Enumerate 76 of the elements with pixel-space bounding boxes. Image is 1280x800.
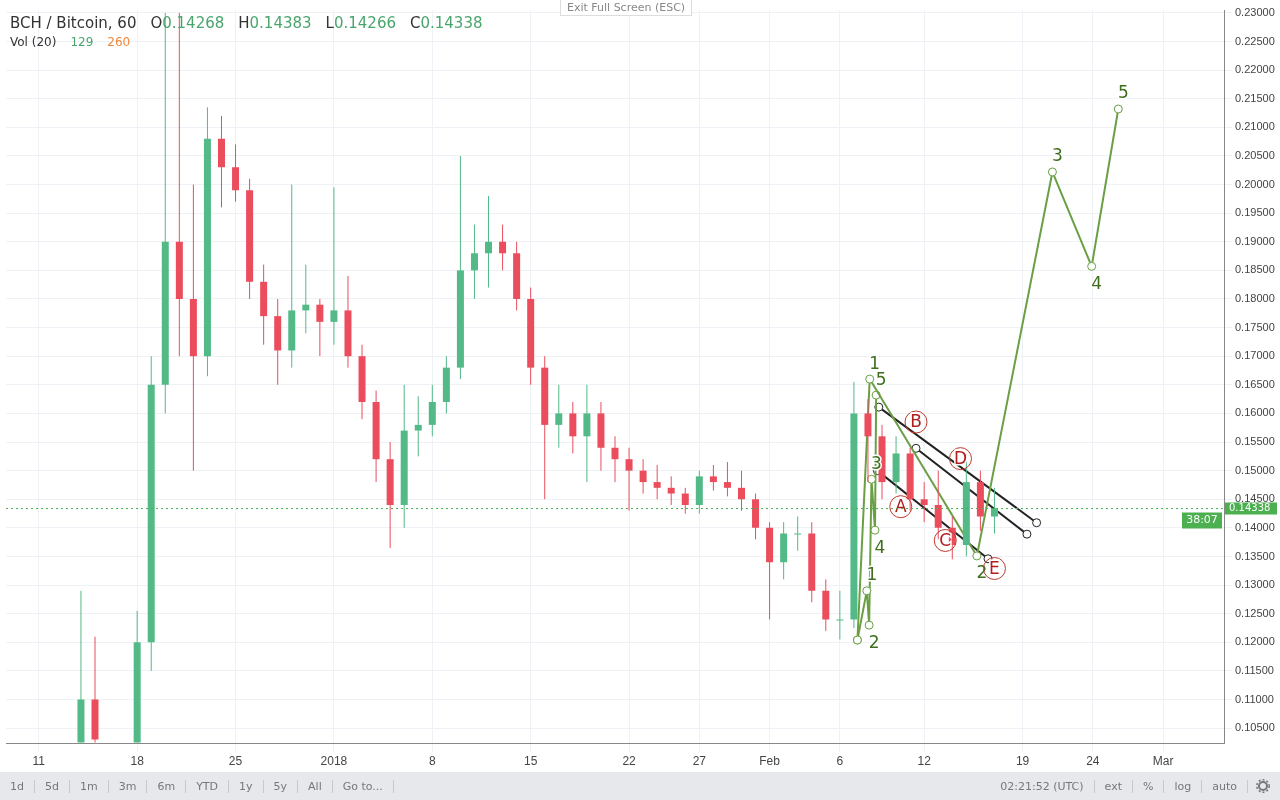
y-tick-label: 0.17500 — [1235, 320, 1275, 333]
text: YTD — [186, 779, 230, 793]
x-tick-label: 6 — [836, 754, 844, 769]
y-tick-label: 0.10500 — [1235, 721, 1275, 734]
x-tick-label: 11 — [32, 754, 46, 769]
y-tick-label: 0.17000 — [1235, 349, 1275, 362]
annotation: Vol (20) — [10, 35, 57, 49]
annotation: 129 — [70, 35, 94, 49]
y-tick-label: 0.14000 — [1235, 520, 1275, 533]
text: 5y — [263, 779, 299, 793]
annotation: E — [989, 557, 1000, 578]
y-tick-label: 0.15000 — [1235, 463, 1275, 476]
text: ext — [1094, 779, 1133, 793]
annotation: 4 — [1091, 272, 1103, 293]
text: 6m — [147, 779, 187, 793]
x-tick-label: 19 — [1015, 754, 1030, 769]
y-tick-label: 0.16500 — [1235, 377, 1275, 390]
annotation: L0.14266 — [325, 14, 396, 32]
annotation: Exit Full Screen (ESC) — [560, 0, 693, 16]
annotation: 38:07 — [1186, 513, 1218, 527]
text: 5d — [34, 779, 70, 793]
y-tick-label: 0.15500 — [1235, 435, 1275, 448]
text: 1y — [229, 779, 264, 793]
ref-line-label: 0.14338 — [1229, 502, 1271, 514]
text: % — [1133, 779, 1165, 793]
text: 1m — [69, 779, 109, 793]
x-tick-label: 24 — [1086, 754, 1100, 769]
y-tick-label: 0.22500 — [1235, 34, 1275, 47]
x-tick-label: 2018 — [320, 754, 348, 769]
y-tick-label: 0.16000 — [1235, 406, 1275, 419]
annotation: 3 — [1052, 145, 1063, 166]
y-tick-label: 0.21500 — [1235, 91, 1275, 104]
text: Go to... — [332, 779, 394, 793]
annotation: H0.14383 — [238, 14, 312, 32]
x-tick-label: 25 — [228, 754, 243, 769]
annotation: 5 — [1117, 82, 1129, 103]
y-tick-label: 0.13000 — [1235, 578, 1275, 591]
annotation: B — [910, 411, 922, 432]
y-tick-label: 0.12500 — [1235, 606, 1275, 619]
y-tick-label: 0.22000 — [1235, 63, 1275, 76]
text: 3m — [108, 779, 148, 793]
annotation: 260 — [107, 35, 131, 49]
y-tick-label: 0.20500 — [1235, 148, 1275, 161]
annotation: 3 — [871, 452, 882, 473]
y-tick-label: 0.23000 — [1235, 5, 1275, 18]
y-tick-label: 0.21000 — [1235, 120, 1275, 133]
annotation: 4 — [874, 536, 886, 557]
y-tick-label: 0.11000 — [1235, 692, 1274, 705]
text: auto — [1202, 779, 1248, 793]
x-tick-label: 27 — [692, 754, 707, 769]
y-tick-label: 0.11500 — [1235, 663, 1274, 676]
y-tick-label: 0.12000 — [1235, 635, 1275, 648]
y-tick-label: 0.13500 — [1235, 549, 1275, 562]
text: All — [298, 779, 333, 793]
x-tick-label: 12 — [917, 754, 932, 769]
x-tick-label: 22 — [622, 754, 637, 769]
text: log — [1164, 779, 1203, 793]
x-tick-label: 15 — [524, 754, 538, 769]
annotation: 2 — [976, 562, 988, 583]
text: 1d — [0, 779, 35, 793]
y-tick-label: 0.19500 — [1235, 206, 1275, 219]
chart-title: BCH / Bitcoin, 60 — [10, 14, 137, 32]
y-tick-label: 0.18500 — [1235, 263, 1275, 276]
text: 02:21:52 (UTC) — [990, 779, 1095, 793]
x-tick-label: 18 — [130, 754, 145, 769]
annotation: C0.14338 — [409, 14, 483, 32]
y-tick-label: 0.18000 — [1235, 292, 1275, 305]
x-tick-label: 8 — [428, 754, 436, 769]
annotation: 2 — [868, 631, 880, 652]
x-tick-label: Mar — [1152, 754, 1174, 769]
annotation: D — [953, 448, 968, 469]
y-tick-label: 0.19000 — [1235, 234, 1275, 247]
y-tick-label: 0.20000 — [1235, 177, 1275, 190]
y-tick-label: 0.14500 — [1235, 492, 1275, 505]
annotation: A — [894, 496, 907, 517]
x-tick-label: Feb — [759, 754, 781, 769]
